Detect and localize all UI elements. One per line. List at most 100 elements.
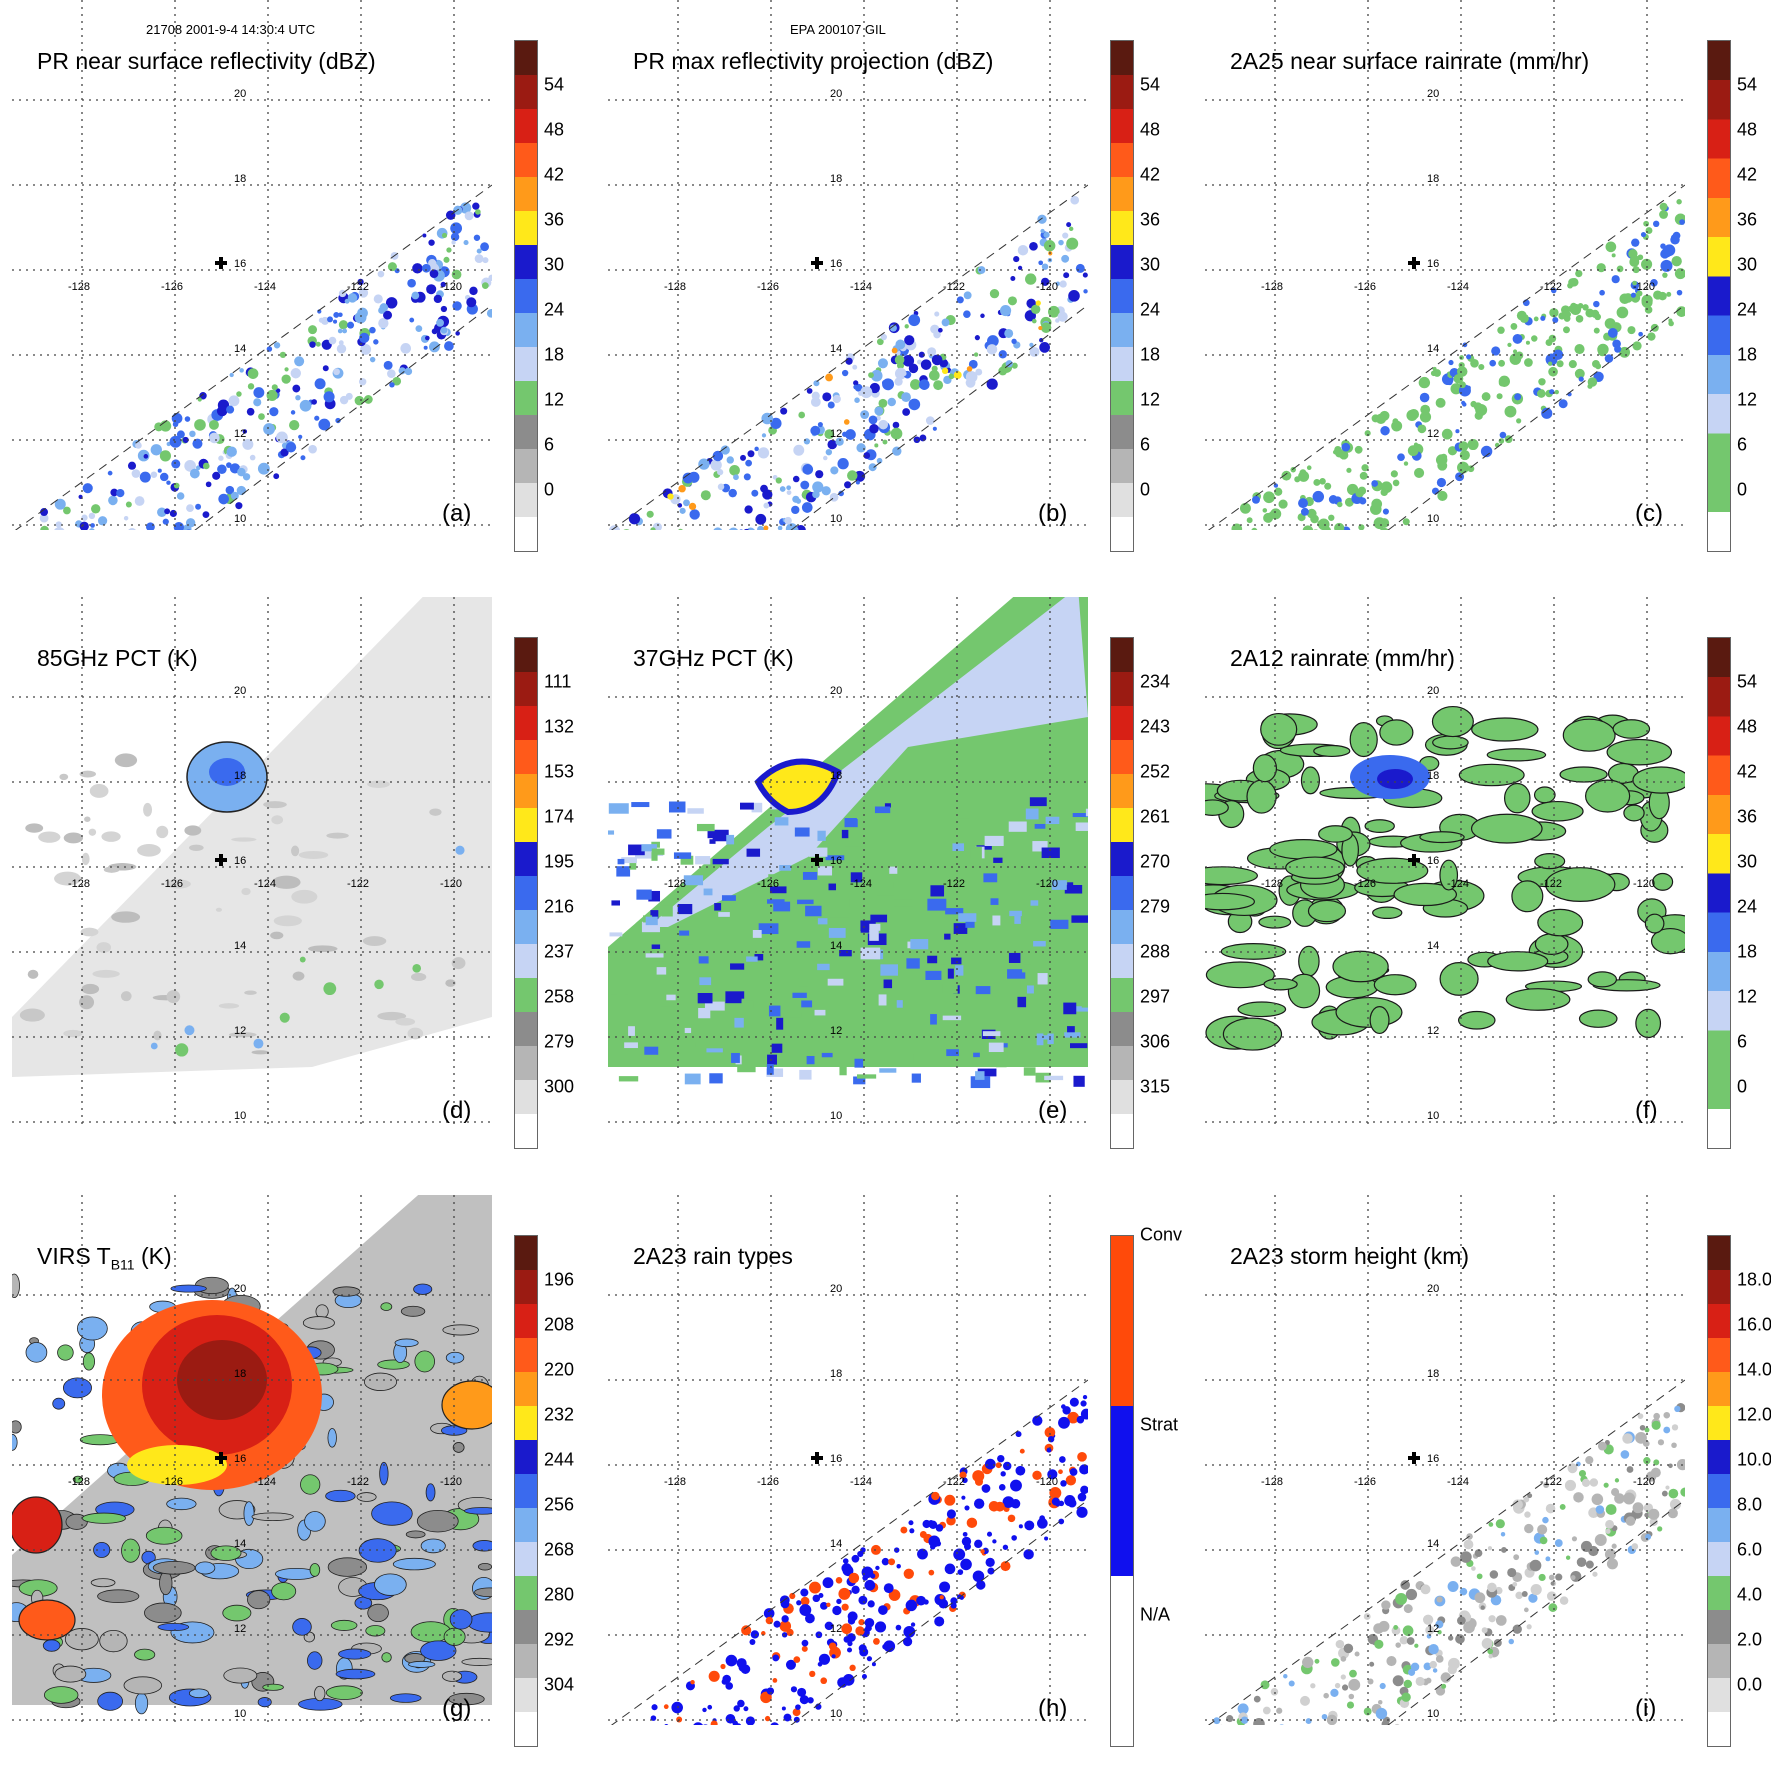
panel-label-d: (d) [442, 1097, 472, 1124]
colorbar-tick: 12 [544, 389, 565, 410]
colorbar-tick: 18 [544, 344, 565, 365]
colorbar-tick: 304 [544, 1674, 575, 1695]
colorbar-tick: 256 [544, 1494, 575, 1515]
lat-label: 12 [830, 428, 842, 440]
lon-label: -122 [347, 1476, 369, 1488]
colorbar-tick: 24 [1737, 896, 1758, 917]
lon-label: -120 [440, 1476, 462, 1488]
map-h: -128-126-124-122-120-118201816141210 [608, 1195, 1088, 1725]
lat-label: 10 [830, 1110, 842, 1122]
lon-label: -124 [1447, 281, 1469, 293]
lat-label: 14 [1427, 1538, 1439, 1550]
colorbar-tick: 36 [544, 209, 565, 230]
panel-title-e: 37GHz PCT (K) [633, 645, 794, 671]
colorbar-tick: 258 [544, 986, 575, 1007]
storm-center-marker [811, 854, 823, 866]
map-g: -128-126-124-122-120-118201816141210 [12, 1195, 492, 1725]
lon-label: -124 [254, 281, 276, 293]
colorbar-tick: 6.0 [1737, 1539, 1763, 1560]
lat-label: 12 [830, 1025, 842, 1037]
colorbar-tick: 297 [1140, 986, 1171, 1007]
colorbar-tick: 14.0 [1737, 1359, 1771, 1380]
lat-label: 14 [1427, 940, 1439, 952]
colorbar-e [1110, 637, 1134, 1149]
lon-label: -126 [1354, 281, 1376, 293]
lon-label: -122 [1540, 281, 1562, 293]
colorbar-tick: 280 [544, 1584, 575, 1605]
colorbar-tick: 42 [1140, 164, 1161, 185]
lon-label: -120 [1036, 281, 1058, 293]
colorbar-tick: 42 [544, 164, 565, 185]
lat-label: 14 [1427, 343, 1439, 355]
panel-title-i: 2A23 storm height (km) [1230, 1243, 1470, 1269]
colorbar-tick: 36 [1140, 209, 1161, 230]
lon-label: -124 [254, 1476, 276, 1488]
panel-b: -128-126-124-122-120-118201816141210 PR … [608, 0, 1160, 552]
lat-label: 16 [234, 855, 246, 867]
lon-label: -126 [757, 1476, 779, 1488]
panel-title-g: VIRS TB11 (K) [37, 1243, 172, 1273]
lon-label: -126 [161, 1476, 183, 1488]
panel-label-b: (b) [1038, 500, 1068, 527]
lon-label: -128 [664, 1476, 686, 1488]
map-b-svg: -128-126-124-122-120-118201816141210 [608, 0, 1088, 530]
lat-label: 14 [830, 343, 842, 355]
colorbar-tick: 6 [1737, 1031, 1748, 1052]
lat-label: 18 [234, 1368, 246, 1380]
colorbar-tick: 220 [544, 1359, 575, 1380]
panel-h: -128-126-124-122-120-118201816141210 2A2… [608, 1195, 1182, 1747]
colorbar-h [1110, 1235, 1134, 1747]
colorbar-tick: 12 [1140, 389, 1161, 410]
map-f-svg: -128-126-124-122-120-118201816141210 [1205, 597, 1685, 1127]
colorbar-tick: 234 [1140, 671, 1171, 692]
panel-title-h: 2A23 rain types [633, 1243, 793, 1269]
lon-label: -120 [1036, 1476, 1058, 1488]
lon-label: -124 [1447, 1476, 1469, 1488]
lat-label: 18 [234, 770, 246, 782]
storm-center-marker [1408, 1452, 1420, 1464]
lat-label: 10 [830, 1708, 842, 1720]
colorbar-tick: 8.0 [1737, 1494, 1763, 1515]
colorbar-tick: 153 [544, 761, 575, 782]
lon-label: -128 [1261, 1476, 1283, 1488]
panel-label-c: (c) [1635, 500, 1663, 527]
colorbar-tick: 6 [1737, 434, 1748, 455]
lat-label: 16 [830, 855, 842, 867]
colorbar-b [1110, 40, 1134, 552]
colorbar-tick: 48 [1140, 119, 1161, 140]
lon-label: -122 [1540, 1476, 1562, 1488]
colorbar-tick: 232 [544, 1404, 575, 1425]
map-b: -128-126-124-122-120-118201816141210 [608, 0, 1088, 530]
lat-label: 14 [234, 940, 246, 952]
lon-label: -124 [850, 281, 872, 293]
map-c: -128-126-124-122-120-118201816141210 [1205, 0, 1685, 530]
title-g-unit: (K) [134, 1243, 172, 1269]
lon-label: -120 [440, 878, 462, 890]
colorbar-tick: 315 [1140, 1076, 1171, 1097]
panel-title-b: PR max reflectivity projection (dBZ) [633, 48, 994, 74]
panel-d: -128-126-124-122-120-118201816141210 85G… [12, 597, 574, 1149]
lon-label: -126 [161, 281, 183, 293]
lat-label: 20 [234, 1283, 246, 1295]
colorbar-tick: 279 [544, 1031, 575, 1052]
lat-label: 20 [234, 88, 246, 100]
lat-label: 16 [1427, 855, 1439, 867]
lon-label: -124 [850, 1476, 872, 1488]
panel-title-d: 85GHz PCT (K) [37, 645, 198, 671]
lat-label: 20 [1427, 1283, 1439, 1295]
colorbar-tick: 48 [1737, 119, 1758, 140]
colorbar-tick: 18.0 [1737, 1269, 1771, 1290]
lat-label: 18 [1427, 1368, 1439, 1380]
lon-label: -126 [757, 281, 779, 293]
lat-label: 18 [830, 770, 842, 782]
lon-label: -128 [68, 1476, 90, 1488]
panel-a: -128-126-124-122-120-118201816141210 PR … [12, 0, 564, 552]
lat-label: 14 [234, 1538, 246, 1550]
lon-label: -122 [347, 281, 369, 293]
colorbar-tick: 0.0 [1737, 1674, 1763, 1695]
lat-label: 18 [830, 173, 842, 185]
map-e-svg: -128-126-124-122-120-118201816141210 [608, 597, 1088, 1127]
storm-center-marker [1408, 257, 1420, 269]
colorbar-tick: 195 [544, 851, 575, 872]
colorbar-tick: 24 [544, 299, 565, 320]
